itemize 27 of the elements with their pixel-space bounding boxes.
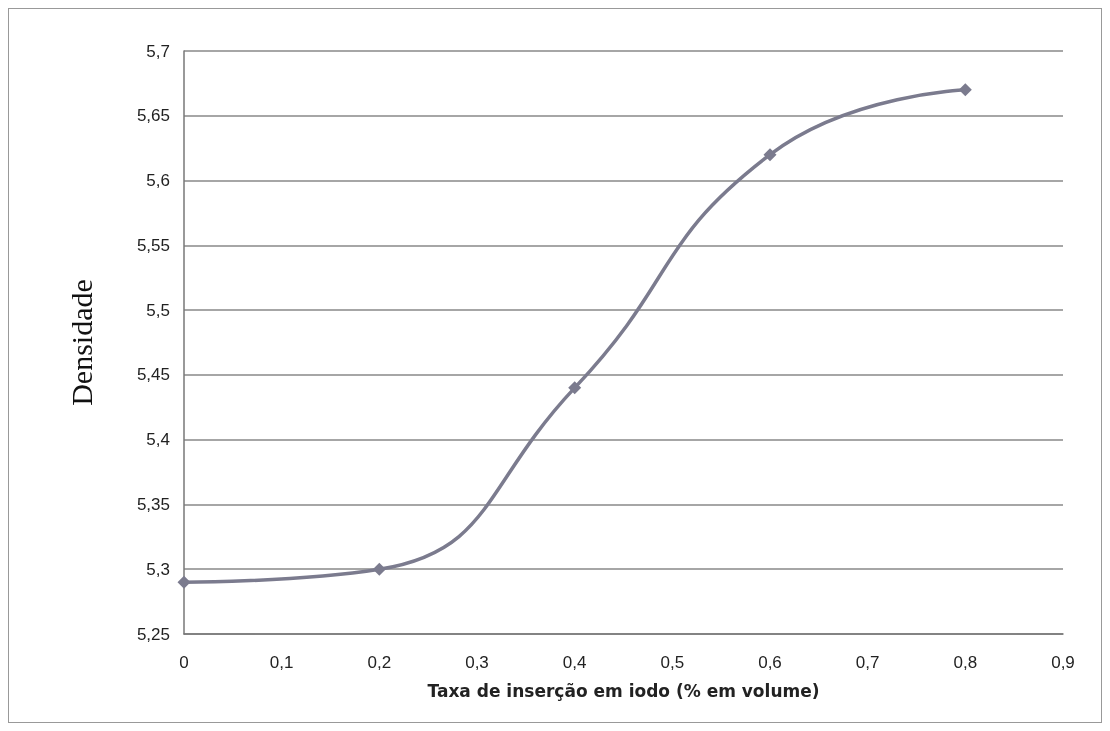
y-axis-title: Densidade: [64, 279, 98, 406]
point: [177, 575, 191, 589]
x-tick-label: 0: [179, 653, 189, 672]
x-tick-label: 0,5: [660, 653, 685, 672]
y-tick-label: 5,65: [136, 106, 170, 126]
point: [372, 562, 386, 576]
y-tick-label: 5,4: [146, 430, 170, 450]
x-tick-label: 0,6: [758, 653, 782, 672]
y-tick-label: 5,6: [146, 171, 170, 191]
point: [763, 148, 777, 162]
point: [958, 83, 972, 97]
y-tick-label: 5,35: [136, 494, 170, 514]
point: [568, 381, 582, 395]
x-tick-label: 0,2: [367, 653, 392, 672]
x-tick-label: 0,1: [269, 653, 294, 672]
y-tick-label: 5,45: [136, 365, 170, 385]
y-tick-label: 5,25: [136, 624, 170, 644]
y-tick-label: 5,3: [146, 559, 170, 579]
x-tick-label: 0,3: [465, 653, 489, 672]
x-tick-label: 0,4: [562, 653, 587, 672]
x-tick-label: 0,7: [855, 653, 880, 672]
x-axis-title: Taxa de inserção em iodo (% em volume): [427, 680, 820, 701]
y-tick-label: 5,7: [146, 41, 170, 61]
y-tick-label: 5,5: [146, 300, 170, 320]
y-tick-label: 5,55: [136, 235, 170, 255]
x-tick-label: 0,8: [953, 653, 978, 672]
x-tick-label: 0,9: [1051, 653, 1075, 672]
